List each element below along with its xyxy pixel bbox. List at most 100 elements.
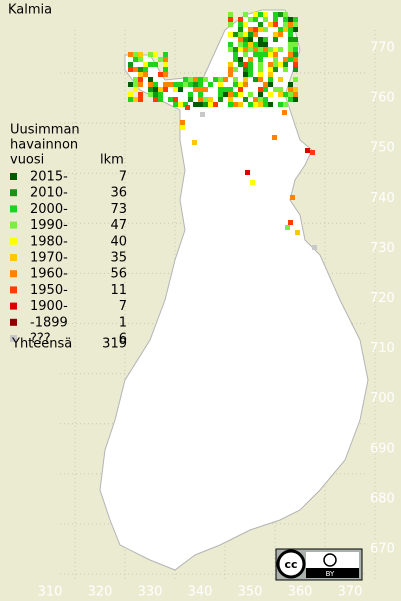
x-tick-label: 340 — [188, 585, 213, 600]
grid-square — [158, 92, 163, 97]
grid-square — [293, 52, 298, 57]
legend-label: ??? — [30, 332, 51, 347]
grid-square — [248, 47, 253, 52]
grid-square — [148, 82, 153, 87]
grid-square — [138, 67, 143, 72]
grid-square — [293, 87, 298, 92]
grid-square — [273, 87, 278, 92]
y-tick-label: 700 — [370, 391, 395, 406]
grid-square — [273, 67, 278, 72]
y-tick-label: 690 — [370, 441, 395, 456]
grid-square — [258, 12, 263, 17]
grid-square — [268, 52, 273, 57]
legend-label: 1950- — [30, 283, 68, 298]
grid-square — [305, 148, 310, 153]
grid-square — [208, 97, 213, 102]
grid-square — [133, 52, 138, 57]
grid-square — [153, 97, 158, 102]
grid-square — [263, 82, 268, 87]
x-tick-label: 330 — [138, 585, 163, 600]
grid-square — [198, 77, 203, 82]
grid-square — [213, 77, 218, 82]
grid-square — [223, 87, 228, 92]
grid-square — [273, 17, 278, 22]
legend-swatch — [10, 237, 17, 245]
grid-square — [258, 92, 263, 97]
legend-label: -1899 — [30, 315, 68, 330]
y-tick-label: 680 — [370, 491, 395, 506]
grid-square — [178, 87, 183, 92]
legend-count: 7 — [119, 299, 127, 314]
grid-square — [183, 102, 188, 107]
y-tick-label: 750 — [370, 141, 395, 156]
grid-square — [138, 72, 143, 77]
legend-label: 1970- — [30, 251, 68, 266]
legend-total-label: Yhteensä — [11, 337, 72, 352]
grid-square — [268, 72, 273, 77]
x-tick-label: 350 — [238, 585, 263, 600]
axes: 310 320 330 340 350 360 3707707607507407307207… — [38, 41, 395, 600]
grid-square — [268, 82, 273, 87]
grid-square — [218, 97, 223, 102]
y-tick-label: 710 — [370, 341, 395, 356]
grid-square — [218, 77, 223, 82]
grid-square — [138, 82, 143, 87]
grid-square — [243, 52, 248, 57]
grid-square — [268, 67, 273, 72]
grid-square — [133, 87, 138, 92]
grid-square — [133, 77, 138, 82]
grid-square — [133, 57, 138, 62]
grid-square — [180, 125, 185, 130]
grid-square — [223, 92, 228, 97]
license-label: BY — [326, 570, 335, 578]
legend-header: vuosi — [10, 153, 44, 168]
grid-square — [158, 97, 163, 102]
grid-square — [263, 42, 268, 47]
grid-square — [228, 12, 233, 17]
grid-square — [258, 52, 263, 57]
observation-squares — [128, 12, 317, 250]
grid-square — [163, 87, 168, 92]
grid-square — [293, 92, 298, 97]
legend-swatch — [10, 189, 17, 197]
grid-square — [283, 27, 288, 32]
grid-square — [233, 67, 238, 72]
legend-count: 7 — [119, 170, 127, 185]
grid-square — [243, 97, 248, 102]
legend-swatch — [10, 173, 17, 180]
grid-square — [253, 17, 258, 22]
grid-square — [203, 77, 208, 82]
grid-square — [228, 92, 233, 97]
grid-square — [273, 22, 278, 27]
grid-square — [288, 42, 293, 47]
grid-square — [258, 97, 263, 102]
grid-square — [253, 27, 258, 32]
grid-square — [273, 47, 278, 52]
grid-square — [293, 97, 298, 102]
grid-square — [293, 42, 298, 47]
grid-square — [248, 27, 253, 32]
grid-square — [163, 82, 168, 87]
grid-square — [243, 12, 248, 17]
grid-square — [263, 102, 268, 107]
grid-square — [148, 87, 153, 92]
grid-square — [143, 67, 148, 72]
by-icon — [323, 553, 337, 567]
grid-square — [268, 102, 273, 107]
grid-square — [268, 77, 273, 82]
grid-square — [228, 17, 233, 22]
grid-square — [243, 67, 248, 72]
grid-square — [218, 87, 223, 92]
legend-label: 2000- — [30, 202, 68, 217]
grid-square — [193, 87, 198, 92]
grid-square — [288, 92, 293, 97]
grid-square — [278, 32, 283, 37]
grid-square — [263, 52, 268, 57]
legend-count: 47 — [110, 218, 127, 233]
grid-square — [248, 37, 253, 42]
grid-square — [258, 77, 263, 82]
grid-square — [238, 47, 243, 52]
grid-square — [288, 22, 293, 27]
legend-swatch — [10, 318, 17, 326]
grid-square — [233, 82, 238, 87]
